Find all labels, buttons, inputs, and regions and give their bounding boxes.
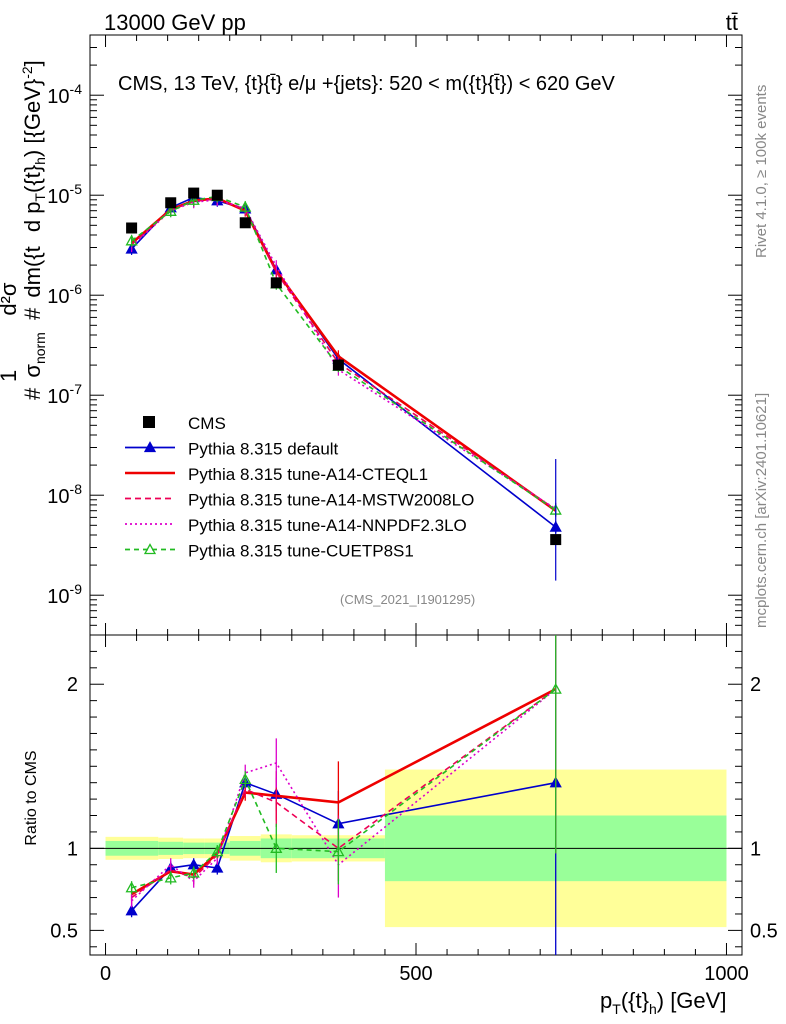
rivet-label: Rivet 4.1.0, ≥ 100k events bbox=[753, 85, 770, 258]
y-axis-label-numerators: 1 d²σ bbox=[0, 282, 21, 382]
y-axis-label: # σnorm # dm({t d pT({t}h) [{GeV}-2] bbox=[19, 60, 50, 400]
series-line bbox=[130, 197, 557, 512]
cms-data-point bbox=[165, 197, 177, 209]
cms-data-point bbox=[270, 277, 282, 289]
y-tick-label: 10-5 bbox=[47, 181, 82, 208]
cms-data-point bbox=[211, 189, 223, 201]
legend-label-cms: CMS bbox=[188, 414, 226, 433]
legend-label: Pythia 8.315 tune-A14-NNPDF2.3LO bbox=[188, 516, 467, 535]
series-line bbox=[131, 198, 557, 511]
y-tick-label: 10-9 bbox=[47, 581, 82, 608]
cms-data-point bbox=[188, 187, 200, 199]
ratio-y-tick-label-right: 1 bbox=[750, 838, 761, 860]
y-tick-label: 10-8 bbox=[47, 481, 82, 508]
ratio-marker bbox=[125, 904, 138, 916]
ratio-marker bbox=[125, 881, 138, 893]
ratio-marker bbox=[164, 871, 177, 883]
header-right: tt̄ bbox=[726, 10, 738, 35]
cms-data-point bbox=[550, 534, 562, 546]
mcplots-label: mcplots.cern.ch [arXiv:2401.10621] bbox=[753, 393, 770, 628]
x-tick-label: 500 bbox=[399, 963, 432, 985]
ratio-y-tick-label-right: 0.5 bbox=[750, 920, 778, 942]
legend-marker bbox=[143, 441, 157, 453]
x-tick-label: 1000 bbox=[704, 963, 749, 985]
ratio-marker bbox=[332, 845, 345, 857]
legend-label: Pythia 8.315 tune-A14-MSTW2008LO bbox=[188, 491, 474, 510]
series-marker bbox=[187, 193, 200, 205]
ratio-marker bbox=[239, 773, 252, 785]
legend: CMS Pythia 8.315 default Pythia 8.315 tune… bbox=[125, 414, 474, 561]
ratio-y-tick-label-left: 1 bbox=[67, 838, 78, 860]
series-marker bbox=[239, 200, 252, 212]
tick-labels: 0 500 1000 10-9 10-8 10-7 10-6 10-5 10-4 0.5 0.5 1 1… bbox=[47, 81, 778, 985]
ratio-marker bbox=[211, 861, 224, 873]
main-series bbox=[125, 187, 562, 581]
cms-data-point bbox=[332, 359, 344, 371]
cms-data-point bbox=[239, 217, 251, 229]
axis-ticks bbox=[90, 34, 742, 955]
header-left: 13000 GeV pp bbox=[104, 10, 246, 35]
y-tick-label: 10-6 bbox=[47, 281, 82, 308]
series-marker bbox=[125, 234, 138, 246]
ratio-marker bbox=[270, 841, 283, 853]
x-axis-label: pT({t}h) [GeV] bbox=[600, 988, 726, 1017]
x-tick-label: 0 bbox=[100, 963, 111, 985]
series-line bbox=[131, 195, 557, 511]
ratio-y-tick-label-left: 2 bbox=[67, 674, 78, 696]
legend-label: Pythia 8.315 default bbox=[188, 440, 339, 459]
analysis-watermark: (CMS_2021_I1901295) bbox=[340, 592, 475, 607]
ratio-series-line bbox=[131, 688, 557, 902]
legend-label: Pythia 8.315 tune-CUETP8S1 bbox=[188, 542, 414, 561]
chart-title: CMS, 13 TeV, {t}{t̄} e/μ +{jets}: 520 < … bbox=[118, 73, 616, 95]
series-line bbox=[131, 198, 557, 510]
y-tick-label: 10-4 bbox=[47, 81, 82, 108]
y-tick-label: 10-7 bbox=[47, 381, 82, 408]
ratio-marker bbox=[187, 866, 200, 878]
ratio-series bbox=[125, 635, 562, 955]
ratio-y-tick-label-right: 2 bbox=[750, 674, 761, 696]
cms-data-point bbox=[126, 222, 138, 234]
legend-marker bbox=[143, 543, 157, 555]
legend-label: Pythia 8.315 tune-A14-CTEQL1 bbox=[188, 465, 428, 484]
ratio-y-axis-label: Ratio to CMS bbox=[23, 750, 40, 845]
ratio-marker bbox=[549, 682, 562, 694]
series-marker bbox=[164, 204, 177, 216]
ratio-series-line bbox=[131, 688, 557, 899]
ratio-series-line bbox=[131, 688, 557, 889]
ratio-marker bbox=[211, 845, 224, 857]
ratio-y-tick-label-left: 0.5 bbox=[50, 920, 78, 942]
legend-marker-cms bbox=[143, 416, 155, 428]
